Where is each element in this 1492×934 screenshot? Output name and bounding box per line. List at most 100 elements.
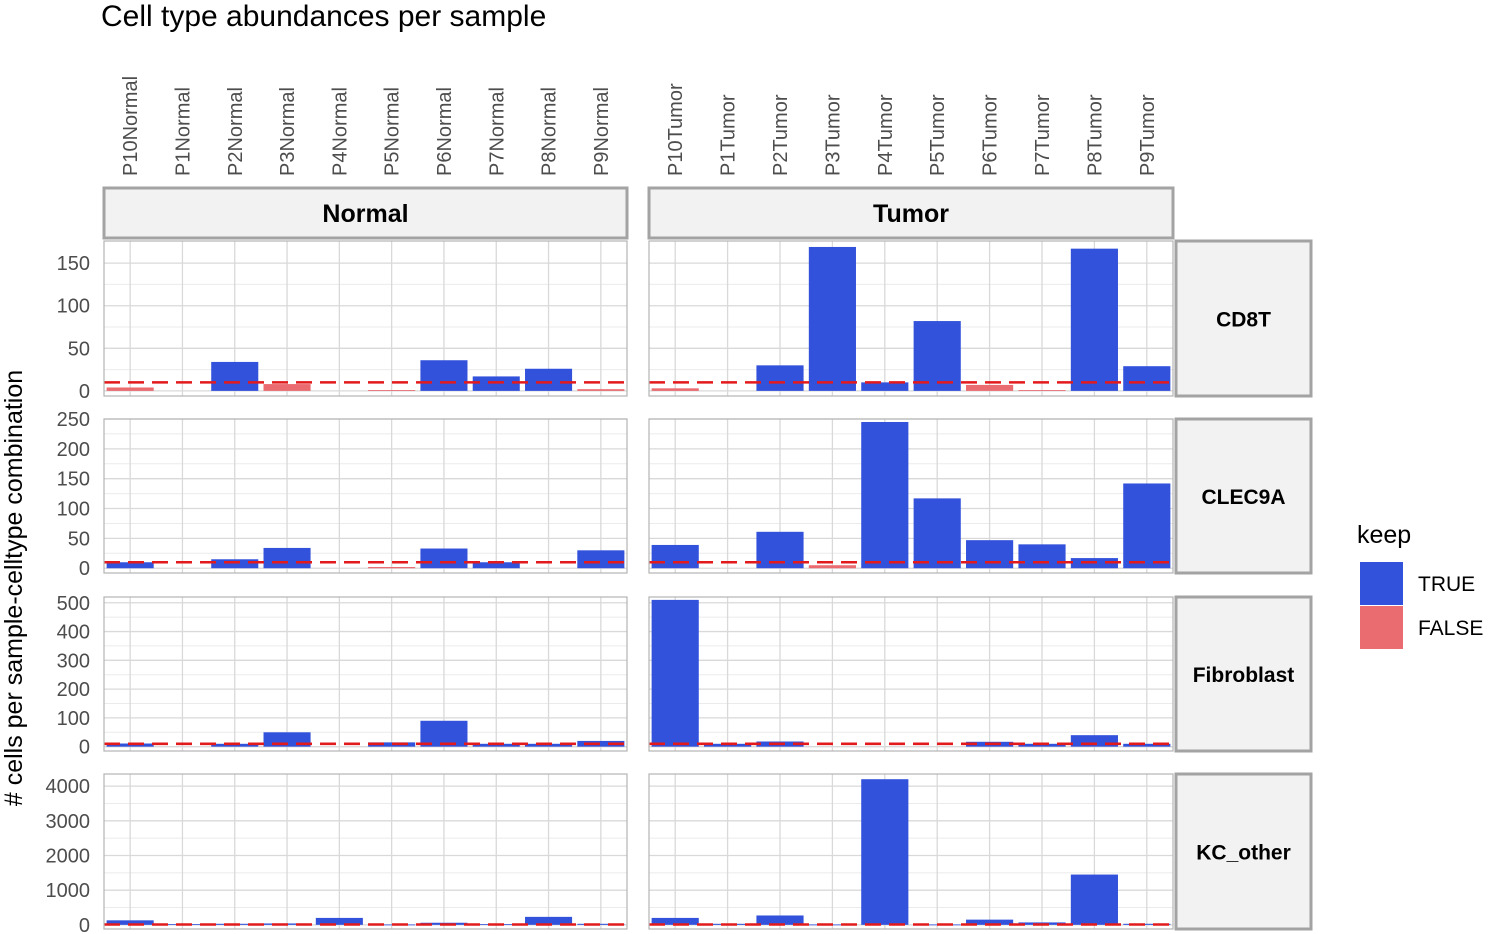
y-tick-label: 0 — [79, 381, 90, 403]
panel-cd8t-tumor — [648, 240, 1174, 397]
bar — [263, 547, 311, 569]
bar — [420, 548, 468, 569]
y-tick-label: 100 — [57, 708, 90, 730]
panel-background — [649, 419, 1173, 573]
bar — [525, 743, 573, 747]
bar — [1070, 735, 1118, 747]
y-tick-label: 0 — [79, 737, 90, 759]
bar — [263, 384, 311, 391]
bar — [1070, 248, 1118, 391]
panel-border — [103, 418, 628, 574]
bar — [1070, 874, 1118, 925]
bar — [472, 562, 520, 569]
bar — [861, 421, 909, 569]
bar — [577, 740, 625, 747]
strip-label-fibroblast: Fibroblast — [1193, 664, 1295, 687]
x-tick-label: P5Normal — [382, 87, 404, 176]
y-axis-label: # cells per sample-celltype combination — [0, 370, 28, 806]
y-tick-label: 200 — [57, 439, 90, 461]
bar — [913, 498, 961, 569]
bar — [966, 384, 1014, 391]
x-tick-label: P1Normal — [172, 87, 194, 176]
y-tick-label: 500 — [57, 593, 90, 615]
strip-tumor — [647, 186, 1175, 240]
bar — [106, 920, 154, 925]
panel-border — [103, 240, 628, 397]
legend-key-false — [1360, 606, 1403, 649]
x-tick-label: P3Normal — [277, 87, 299, 176]
y-tick-label: 50 — [68, 338, 90, 360]
bar — [106, 562, 154, 569]
strip-fibroblast — [1174, 595, 1313, 753]
x-tick-label: P7Tumor — [1032, 94, 1054, 176]
x-tick-label: P1Tumor — [718, 94, 740, 176]
bar — [525, 916, 573, 925]
strip-kc_other — [1174, 772, 1313, 931]
panel-border — [648, 773, 1174, 930]
bar — [861, 382, 909, 391]
strip-label-cd8t: CD8T — [1216, 309, 1271, 332]
panel-kc_other-normal — [103, 773, 628, 930]
legend-label-true: TRUE — [1418, 573, 1475, 596]
bar — [651, 388, 699, 391]
panel-background — [104, 419, 627, 573]
bar — [1018, 743, 1066, 747]
panel-border — [648, 240, 1174, 397]
bar — [525, 368, 573, 391]
bar — [808, 565, 856, 569]
x-tick-label: P10Tumor — [665, 83, 687, 176]
bar — [861, 779, 909, 925]
bar — [808, 246, 856, 391]
bar — [704, 743, 752, 747]
bar — [211, 743, 259, 747]
bar — [420, 360, 468, 391]
strip-normal — [102, 186, 629, 240]
legend-label-false: FALSE — [1418, 617, 1483, 640]
y-tick-label: 0 — [79, 915, 90, 934]
bar — [472, 743, 520, 747]
y-tick-label: 300 — [57, 650, 90, 672]
bar — [368, 742, 416, 747]
x-tick-label: P2Normal — [225, 87, 247, 176]
bar — [966, 919, 1014, 925]
panel-cd8t-normal — [103, 240, 628, 397]
bar — [577, 550, 625, 569]
bar — [368, 567, 416, 569]
x-tick-label: P6Normal — [434, 87, 456, 176]
bar — [651, 599, 699, 747]
panel-border — [648, 418, 1174, 574]
x-tick-label: P3Tumor — [822, 94, 844, 176]
y-tick-label: 4000 — [46, 776, 91, 798]
y-tick-label: 100 — [57, 499, 90, 521]
y-tick-label: 2000 — [46, 845, 91, 867]
y-tick-label: 150 — [57, 469, 90, 491]
x-tick-label: P9Tumor — [1137, 94, 1159, 176]
x-tick-label: P2Tumor — [770, 94, 792, 176]
bar — [1123, 366, 1171, 391]
chart-title: Cell type abundances per sample — [101, 0, 546, 33]
y-tick-label: 50 — [68, 528, 90, 550]
bar — [106, 387, 154, 391]
legend: keep TRUE FALSE — [1357, 521, 1483, 649]
y-tick-label: 3000 — [46, 811, 91, 833]
y-tick-label: 250 — [57, 409, 90, 431]
y-tick-label: 100 — [57, 296, 90, 318]
x-tick-label: P9Normal — [591, 87, 613, 176]
panel-kc_other-tumor — [648, 773, 1174, 930]
strip-label-normal: Normal — [322, 200, 408, 228]
bar — [1123, 483, 1171, 569]
y-tick-label: 1000 — [46, 880, 91, 902]
bar — [756, 365, 804, 391]
x-tick-label: P5Tumor — [927, 94, 949, 176]
bar — [368, 390, 416, 391]
y-tick-label: 200 — [57, 679, 90, 701]
strip-label-kc_other: KC_other — [1196, 842, 1291, 865]
bar — [651, 917, 699, 925]
strip-cd8t — [1174, 239, 1313, 398]
x-tick-label: P4Tumor — [875, 94, 897, 176]
strip-clec9a — [1174, 417, 1313, 575]
strip-label-tumor: Tumor — [873, 200, 949, 228]
bar — [756, 915, 804, 925]
panel-fibroblast-normal — [103, 596, 628, 752]
x-tick-label: P7Normal — [486, 87, 508, 176]
